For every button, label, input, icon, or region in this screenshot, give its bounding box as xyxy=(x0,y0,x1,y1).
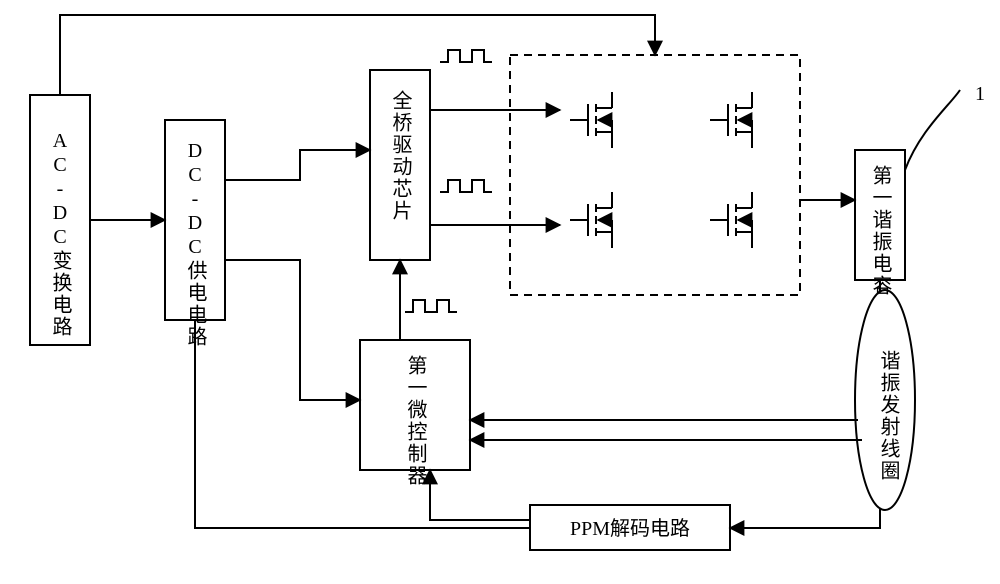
ref-lead xyxy=(905,90,960,170)
mosfet-group xyxy=(570,92,752,248)
bridge-area xyxy=(510,55,800,295)
pulse-glyphs xyxy=(405,50,492,312)
block-diagram: AC-DC变换电路 DC-DC供电电路 全桥驱动芯片 第一微控制器 PPM解码电… xyxy=(0,0,1000,584)
ppm-label: PPM解码电路 xyxy=(570,517,690,540)
mcu-label: 第一微控制器 xyxy=(404,355,427,487)
dc-dc-label: DC-DC供电电路 xyxy=(184,140,207,348)
ref-number: 1 xyxy=(975,83,985,105)
bridge-driver-label: 全桥驱动芯片 xyxy=(389,90,412,222)
ac-dc-label: AC-DC变换电路 xyxy=(49,130,72,338)
tx-coil-label: 谐振发射线圈 xyxy=(877,350,900,482)
res-cap-label: 第一谐振电容 xyxy=(869,165,892,297)
